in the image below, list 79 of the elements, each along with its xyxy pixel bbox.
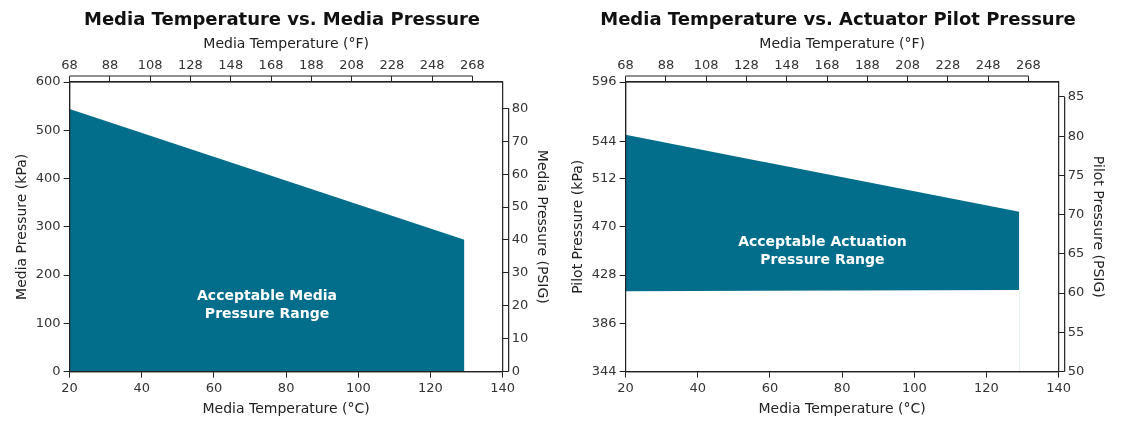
annotation: Acceptable Media Pressure Range [197,287,337,322]
x2-tick-label: 108 [137,56,163,72]
x2-tick-label: 128 [178,56,203,72]
x2-tick-label: 168 [258,56,284,72]
x-tick-label: 140 [490,379,516,395]
annotation: Acceptable Actuation Pressure Range [738,232,907,267]
y-tick-label: 386 [591,314,617,330]
x2-tick-label: 268 [460,56,485,72]
x-tick-label: 140 [1046,379,1072,395]
x2-tick-label: 248 [419,56,445,72]
y-tick-label: 344 [591,362,617,378]
y2-tick-label: 60 [1067,284,1085,300]
y2-axis-title: Pilot Pressure (PSIG) [1090,155,1107,298]
y2-tick-label: 50 [1067,362,1085,378]
x2-tick-label: 268 [1016,56,1041,72]
x-tick-label: 40 [689,379,707,395]
y2-tick-label: 75 [1067,166,1085,182]
x-tick-label: 100 [901,379,927,395]
x-tick-label: 20 [617,379,634,395]
y2-tick-label: 70 [1067,206,1085,222]
x-tick-label: 120 [418,379,443,395]
x2-tick-label: 208 [339,56,365,72]
y2-tick-label: 20 [511,297,529,313]
y2-tick-label: 85 [1067,88,1085,104]
y2-tick-label: 80 [511,99,529,115]
y-tick-label: 512 [591,169,617,185]
y2-tick-label: 40 [511,231,529,247]
x2-tick-label: 148 [774,56,800,72]
x2-tick-label: 108 [693,56,719,72]
y-tick-label: 470 [591,218,617,234]
y2-tick-label: 10 [511,330,529,346]
chart-title: Media Temperature vs. Media Pressure [83,8,481,30]
y-tick-label: 100 [35,314,61,330]
y2-tick-label: 60 [511,165,529,181]
y2-tick-label: 65 [1067,245,1085,261]
x2-tick-label: 88 [101,56,119,72]
y-tick-label: 428 [591,266,617,282]
x2-tick-label: 128 [734,56,759,72]
y2-tick-label: 55 [1067,323,1085,339]
y-tick-label: 200 [35,266,61,282]
chart-title: Media Temperature vs. Actuator Pilot Pressure [600,8,1076,30]
y2-tick-label: 30 [511,264,529,280]
y-tick-label: 596 [591,73,617,89]
x-tick-label: 80 [833,379,851,395]
x2-tick-label: 68 [617,56,634,72]
y2-tick-label: 80 [1067,127,1085,143]
y2-tick-label: 50 [511,198,529,214]
y-tick-label: 300 [35,218,61,234]
x2-tick-label: 148 [218,56,244,72]
x-tick-label: 120 [974,379,999,395]
x-tick-label: 60 [761,379,779,395]
x2-tick-label: 208 [895,56,921,72]
x2-tick-label: 228 [379,56,405,72]
y-tick-label: 400 [35,169,61,185]
x2-tick-label: 228 [935,56,961,72]
x2-tick-label: 188 [854,56,880,72]
x2-axis-title: Media Temperature (°F) [203,34,369,51]
x2-tick-label: 88 [657,56,675,72]
y-tick-label: 0 [52,362,61,378]
x2-tick-label: 248 [975,56,1001,72]
x-axis-title: Media Temperature (°C) [758,400,926,417]
y2-tick-label: 70 [511,132,529,148]
x-tick-label: 100 [345,379,371,395]
y2-axis-title: Media Pressure (PSIG) [534,149,551,304]
y-axis-title: Media Pressure (kPa) [13,153,30,300]
y-axis-title: Pilot Pressure (kPa) [569,159,586,294]
x-tick-label: 20 [61,379,78,395]
x-axis-title: Media Temperature (°C) [202,400,370,417]
y2-tick-label: 0 [511,362,520,378]
y-tick-label: 544 [591,133,617,149]
y-tick-label: 500 [35,121,61,137]
x-tick-label: 60 [205,379,223,395]
x2-tick-label: 168 [814,56,840,72]
x2-tick-label: 188 [298,56,324,72]
x-tick-label: 80 [277,379,295,395]
x2-tick-label: 68 [61,56,78,72]
x2-axis-title: Media Temperature (°F) [759,34,925,51]
x-tick-label: 40 [133,379,151,395]
y-tick-label: 600 [35,73,61,89]
